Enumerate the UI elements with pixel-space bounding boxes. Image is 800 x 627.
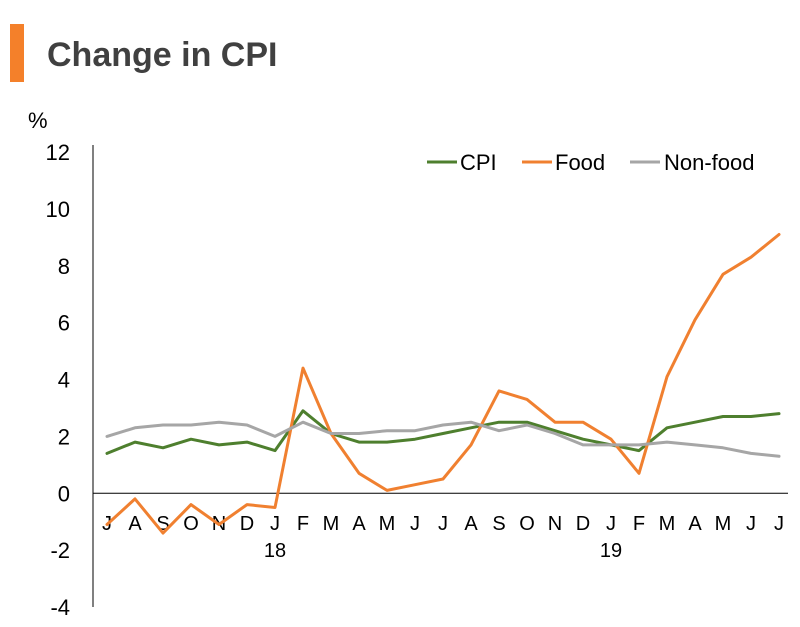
x-year-label: 19	[600, 540, 622, 562]
x-tick-label: J	[746, 513, 756, 535]
x-tick-label: A	[352, 513, 366, 535]
x-tick-label: N	[548, 513, 562, 535]
x-year-label: 18	[264, 540, 286, 562]
x-tick-label: O	[183, 513, 199, 535]
x-tick-label: J	[438, 513, 448, 535]
x-tick-label: D	[576, 513, 590, 535]
x-tick-label: J	[606, 513, 616, 535]
y-tick-label: 10	[46, 197, 70, 222]
title-accent-bar	[10, 24, 24, 82]
series-line-non-food	[105, 420, 781, 458]
x-tick-label: M	[323, 513, 340, 535]
series-line-food	[105, 233, 781, 535]
x-tick-label: F	[297, 513, 309, 535]
x-tick-label: J	[270, 513, 280, 535]
x-tick-label: J	[410, 513, 420, 535]
x-tick-label: F	[633, 513, 645, 535]
x-tick-label: A	[688, 513, 702, 535]
x-tick-label: A	[128, 513, 142, 535]
y-tick-label: 2	[58, 424, 70, 449]
x-tick-label: M	[715, 513, 732, 535]
x-tick-label: M	[659, 513, 676, 535]
y-tick-label: 4	[58, 368, 70, 393]
y-tick-label: -2	[50, 538, 70, 563]
legend-label: CPI	[460, 150, 497, 175]
y-tick-label: -4	[50, 595, 70, 620]
y-tick-label: 6	[58, 311, 70, 336]
x-tick-label: J	[774, 513, 784, 535]
x-tick-label: D	[240, 513, 254, 535]
x-tick-label: M	[379, 513, 396, 535]
x-tick-label: A	[464, 513, 478, 535]
chart-title: Change in CPI	[47, 36, 278, 74]
series-lines	[105, 233, 781, 535]
x-tick-label: S	[492, 513, 505, 535]
x-tick-label: O	[519, 513, 535, 535]
y-axis-unit-label: %	[28, 108, 48, 133]
y-tick-label: 8	[58, 254, 70, 279]
legend-label: Non-food	[664, 150, 755, 175]
y-tick-label: 12	[46, 140, 70, 165]
chart-legend: CPI Food Non-food	[427, 150, 755, 175]
series-line-cpi	[105, 409, 781, 455]
y-tick-label: 0	[58, 481, 70, 506]
legend-label: Food	[555, 150, 605, 175]
